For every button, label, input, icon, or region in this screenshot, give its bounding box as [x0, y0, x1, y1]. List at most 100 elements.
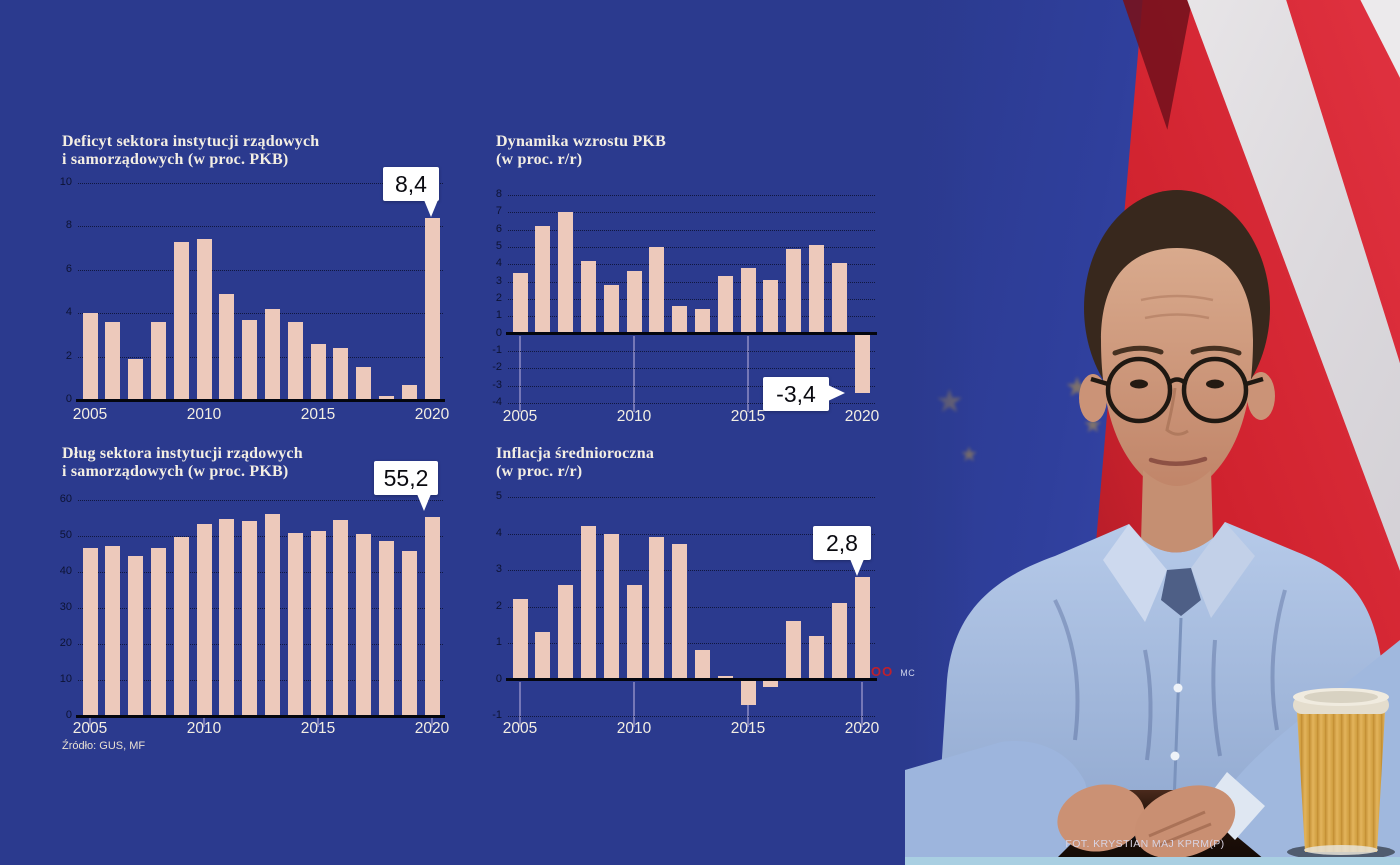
y-tick-label: 1	[495, 309, 502, 322]
year-tick-line	[861, 681, 863, 727]
bar-2007	[558, 212, 574, 334]
year-tick-line	[633, 681, 635, 727]
y-tick-label: 3	[495, 563, 502, 575]
y-tick-label: 8	[495, 188, 502, 200]
y-tick-label: 0	[65, 393, 72, 405]
chart-title-debt-line2: i samorządowych (w proc. PKB)	[62, 462, 289, 480]
watermark-initials: MC	[900, 668, 916, 678]
bar-2017	[356, 367, 372, 400]
bar-2005	[82, 547, 98, 716]
callout-pointer	[424, 200, 438, 217]
bar-2012	[242, 521, 258, 716]
source-note: Źródło: GUS, MF	[62, 740, 146, 752]
person-glasses	[1090, 356, 1264, 424]
year-tick-line	[203, 718, 205, 727]
bar-2016	[333, 347, 349, 400]
person-mouth	[1148, 456, 1208, 466]
bar-2016	[333, 520, 349, 716]
gridline	[508, 533, 875, 535]
bar-2020	[854, 577, 870, 680]
bar-2008	[580, 260, 596, 334]
gridline	[508, 385, 875, 387]
gridline	[508, 195, 875, 196]
bar-2005	[82, 313, 98, 400]
bar-2015	[740, 679, 756, 706]
person-shirt-wrinkles	[1053, 589, 1287, 761]
x-tick-label: 2010	[616, 720, 652, 737]
bar-2006	[535, 632, 551, 680]
x-tick-label: 2015	[300, 406, 336, 423]
bar-2006	[535, 226, 551, 334]
x-tick-label: 2020	[844, 408, 880, 425]
bar-2014	[717, 675, 733, 680]
y-tick-label: 40	[59, 565, 72, 577]
gridline	[78, 572, 443, 573]
gridline	[508, 247, 875, 248]
x-tick-label: 2015	[730, 720, 766, 737]
x-tick-label: 2005	[72, 720, 108, 737]
chart-title-pkb-line2: (w proc. r/r)	[496, 150, 583, 168]
bar-2018	[378, 395, 394, 400]
y-tick-label: 2	[65, 349, 72, 362]
y-tick-label: 7	[495, 205, 502, 218]
bar-2013	[694, 650, 710, 680]
y-tick-label: 20	[59, 637, 72, 649]
y-tick-label: -4	[492, 396, 502, 408]
bar-2010	[626, 271, 642, 334]
bar-2018	[808, 245, 824, 334]
person-collar-right	[1191, 522, 1255, 618]
gridline	[508, 229, 875, 231]
x-tick-label: 2015	[300, 720, 336, 737]
bar-2007	[128, 556, 144, 716]
person-collar-shadow	[1161, 568, 1201, 616]
bar-2017	[356, 534, 372, 716]
x-axis-line	[506, 678, 877, 681]
bar-2011	[649, 247, 665, 334]
bar-2011	[219, 293, 235, 400]
bar-2019	[401, 384, 417, 400]
bar-2005	[512, 273, 528, 334]
chart-title-pkb-line1: Dynamika wzrostu PKB	[496, 133, 666, 150]
watermark: OO MC	[871, 663, 915, 681]
x-tick-label: 2020	[844, 720, 880, 737]
bar-2019	[831, 262, 847, 334]
y-tick-label: 8	[65, 219, 72, 232]
y-tick-label: 0	[65, 709, 72, 721]
gridline	[78, 226, 443, 228]
x-axis-line	[76, 398, 445, 402]
watermark-logo: OO	[871, 664, 894, 679]
bar-2015	[310, 531, 326, 716]
chart-title-inflation-line2: (w proc. r/r)	[496, 462, 583, 480]
bar-2010	[196, 523, 212, 716]
y-tick-label: 10	[59, 176, 72, 188]
bar-2010	[196, 239, 212, 400]
person-nose	[1165, 387, 1189, 436]
bar-2014	[287, 533, 303, 716]
year-tick-line	[317, 718, 319, 727]
chart-title-inflation-line1: Inflacja średnioroczna	[496, 445, 655, 462]
photo-credit: FOT. KRYSTIAN MAJ KPRM(P)	[1065, 838, 1225, 850]
person-collar-left	[1103, 524, 1167, 622]
bar-2009	[603, 285, 619, 334]
y-tick-label: 6	[65, 262, 72, 275]
y-tick-label: 10	[59, 673, 72, 685]
y-tick-label: 4	[65, 306, 72, 319]
bar-2005	[512, 599, 528, 680]
bar-2006	[105, 545, 121, 716]
gridline	[78, 500, 443, 501]
person-eyes	[1130, 379, 1224, 389]
bar-2009	[603, 533, 619, 680]
y-tick-label: 60	[59, 493, 72, 505]
person-left-arm	[905, 741, 1145, 860]
y-tick-label: -3	[492, 378, 502, 391]
bar-2014	[287, 321, 303, 400]
gridline	[78, 536, 443, 537]
year-tick-line	[89, 718, 91, 727]
x-tick-label: 2005	[502, 720, 538, 737]
gridline	[508, 212, 875, 214]
y-tick-label: 2	[495, 292, 502, 304]
bar-2015	[310, 343, 326, 400]
